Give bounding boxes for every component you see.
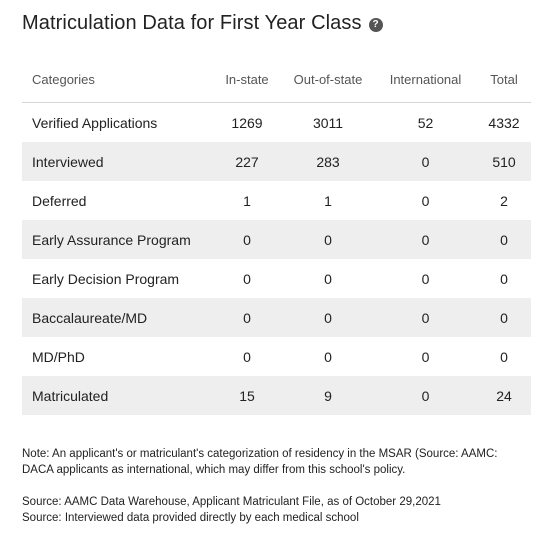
residency-note: Note: An applicant's or matriculant's ca… bbox=[22, 446, 549, 478]
source-line: Source: AAMC Data Warehouse, Applicant M… bbox=[22, 496, 441, 508]
cell-international: 0 bbox=[374, 142, 477, 181]
header-categories: Categories bbox=[22, 56, 212, 103]
cell-in-state: 0 bbox=[243, 270, 251, 287]
cell-total: 0 bbox=[500, 270, 508, 287]
cell-out-of-state: 0 bbox=[324, 348, 332, 365]
table-row: Early Assurance Program 0 0 0 0 bbox=[22, 220, 531, 259]
cell-total: 0 bbox=[477, 220, 531, 259]
help-circle-icon[interactable]: ? bbox=[368, 17, 383, 32]
row-category: Verified Applications bbox=[32, 114, 158, 131]
header-international: International bbox=[374, 56, 477, 103]
table-row: Deferred 1 1 0 2 bbox=[22, 181, 531, 220]
cell-out-of-state: 0 bbox=[324, 270, 332, 287]
cell-total: 0 bbox=[500, 348, 508, 365]
cell-international: 0 bbox=[374, 376, 477, 415]
row-category: Interviewed bbox=[22, 142, 212, 181]
table-row: Early Decision Program 0 0 0 0 bbox=[22, 259, 531, 298]
cell-international: 0 bbox=[374, 220, 477, 259]
cell-out-of-state: 1 bbox=[324, 192, 332, 209]
table-row: MD/PhD 0 0 0 0 bbox=[22, 337, 531, 376]
table-row: Verified Applications 1269 3011 52 4332 bbox=[22, 103, 531, 143]
row-category: Early Decision Program bbox=[32, 270, 180, 287]
row-category: Deferred bbox=[32, 192, 87, 209]
header-total: Total bbox=[477, 56, 531, 103]
cell-in-state: 0 bbox=[212, 220, 282, 259]
cell-total: 510 bbox=[477, 142, 531, 181]
cell-international: 52 bbox=[417, 114, 434, 131]
table-header-row: Categories In-state Out-of-state Interna… bbox=[22, 56, 531, 103]
cell-out-of-state: 283 bbox=[282, 142, 374, 181]
cell-total: 24 bbox=[477, 376, 531, 415]
cell-in-state: 227 bbox=[212, 142, 282, 181]
cell-out-of-state: 0 bbox=[282, 220, 374, 259]
cell-international: 0 bbox=[374, 298, 477, 337]
cell-international: 0 bbox=[421, 192, 430, 209]
cell-in-state: 1269 bbox=[231, 114, 263, 131]
cell-international: 0 bbox=[421, 348, 430, 365]
cell-in-state: 15 bbox=[212, 376, 282, 415]
cell-out-of-state: 9 bbox=[282, 376, 374, 415]
source-notes: Source: AAMC Data Warehouse, Applicant M… bbox=[22, 494, 441, 526]
source-line: Source: Interviewed data provided direct… bbox=[22, 512, 359, 524]
cell-out-of-state: 3011 bbox=[312, 114, 344, 131]
table-row: Interviewed 227 283 0 510 bbox=[22, 142, 531, 181]
cell-international: 0 bbox=[421, 270, 430, 287]
page-title: Matriculation Data for First Year Class bbox=[22, 12, 362, 34]
header-in-state: In-state bbox=[212, 56, 282, 103]
cell-out-of-state: 0 bbox=[282, 298, 374, 337]
header-out-of-state: Out-of-state bbox=[282, 56, 374, 103]
table-row: Matriculated 15 9 0 24 bbox=[22, 376, 531, 415]
table-row: Baccalaureate/MD 0 0 0 0 bbox=[22, 298, 531, 337]
title-row: Matriculation Data for First Year Class … bbox=[22, 12, 383, 35]
note-line: DACA applicants as international, which … bbox=[22, 464, 406, 476]
row-category: Early Assurance Program bbox=[22, 220, 212, 259]
cell-total: 0 bbox=[477, 298, 531, 337]
row-category: Baccalaureate/MD bbox=[22, 298, 212, 337]
note-line: Note: An applicant's or matriculant's ca… bbox=[22, 448, 498, 460]
row-category: Matriculated bbox=[22, 376, 212, 415]
matriculation-table: Categories In-state Out-of-state Interna… bbox=[22, 56, 531, 415]
cell-total: 2 bbox=[500, 192, 508, 209]
row-category: MD/PhD bbox=[32, 348, 85, 365]
cell-in-state: 1 bbox=[243, 192, 251, 209]
cell-total: 4332 bbox=[488, 114, 520, 131]
cell-in-state: 0 bbox=[243, 348, 251, 365]
cell-in-state: 0 bbox=[212, 298, 282, 337]
